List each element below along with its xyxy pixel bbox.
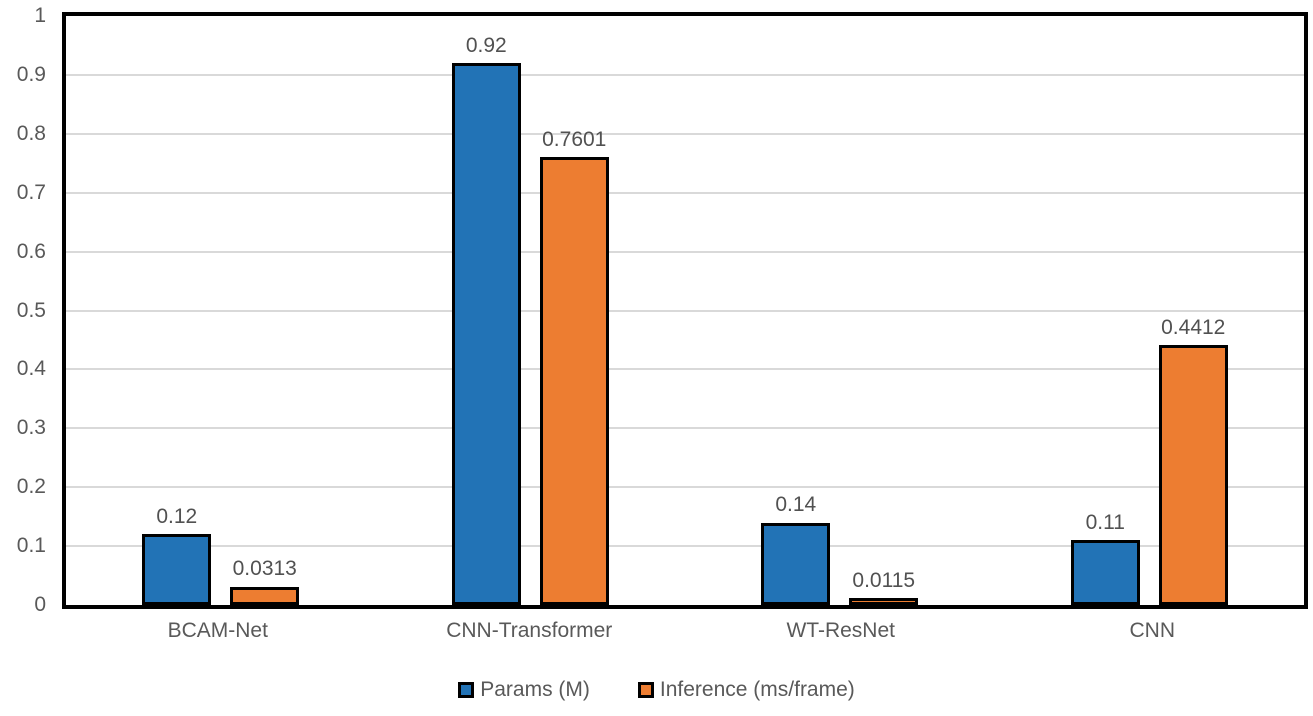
bar-value-label: 0.4412: [1161, 316, 1226, 340]
bar-params: 0.12: [142, 505, 212, 605]
legend-item-inference: Inference (ms/frame): [637, 678, 855, 702]
y-tick-label: 0.2: [16, 475, 46, 499]
y-tick-label: 0.7: [16, 180, 46, 204]
legend: Params (M) Inference (ms/frame): [0, 678, 1313, 702]
bar-group: 0.92 0.7601: [376, 16, 686, 605]
y-tick-label: 0.8: [16, 121, 46, 145]
bar-group: 0.14 0.0115: [685, 16, 995, 605]
category-label: WT-ResNet: [786, 619, 895, 642]
bar-value-label: 0.14: [775, 493, 817, 517]
bar-value-label: 0.11: [1085, 511, 1125, 535]
legend-label: Params (M): [480, 678, 590, 701]
y-tick-label: 0.3: [16, 416, 46, 440]
legend-swatch-inference: [637, 682, 654, 698]
y-tick-label: 0.1: [16, 534, 46, 558]
category-label: CNN-Transformer: [446, 619, 613, 642]
y-tick-label: 0.4: [16, 357, 46, 381]
legend-label: Inference (ms/frame): [659, 678, 855, 701]
y-axis: 0 0.1 0.2 0.3 0.4 0.5 0.6 0.7 0.8 0.9 1: [0, 0, 54, 716]
legend-item-params: Params (M): [458, 678, 590, 702]
bar-params: 0.14: [761, 493, 831, 605]
bar-inference: 0.7601: [539, 128, 609, 605]
legend-swatch-params: [458, 682, 475, 698]
bar-value-label: 0.7601: [542, 128, 607, 152]
category-label: BCAM-Net: [167, 619, 268, 642]
x-axis: BCAM-Net CNN-Transformer WT-ResNet CNN: [62, 618, 1308, 644]
y-tick-label: 0.6: [16, 239, 46, 263]
bar-params: 0.92: [451, 34, 521, 605]
bar-groups: 0.12 0.0313 0.92 0.7601 0.14 0.0115 0.11 0.4412: [66, 16, 1304, 605]
plot-area: 0.12 0.0313 0.92 0.7601 0.14 0.0115 0.11 0.4412: [62, 12, 1308, 609]
bar-inference: 0.4412: [1158, 316, 1228, 605]
bar-inference: 0.0115: [849, 569, 919, 605]
category-label: CNN: [1129, 619, 1176, 642]
bar-value-label: 0.12: [156, 505, 198, 529]
bar-value-label: 0.0115: [852, 569, 916, 593]
bar-inference: 0.0313: [230, 557, 300, 605]
bar-group: 0.12 0.0313: [66, 16, 376, 605]
bar-params: 0.11: [1070, 511, 1140, 605]
y-tick-label: 0: [34, 593, 46, 616]
bar-value-label: 0.92: [465, 34, 507, 58]
bar-value-label: 0.0313: [232, 557, 297, 581]
y-tick-label: 1: [34, 4, 46, 27]
bar-group: 0.11 0.4412: [995, 16, 1305, 605]
y-tick-label: 0.5: [16, 298, 46, 322]
y-tick-label: 0.9: [16, 62, 46, 86]
